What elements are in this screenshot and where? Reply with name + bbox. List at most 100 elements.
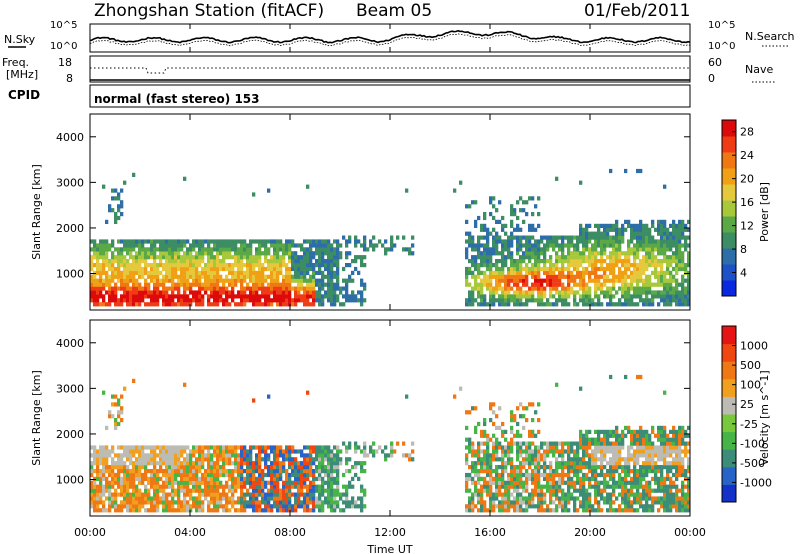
velocity-cell <box>126 445 130 450</box>
power-cell <box>579 235 583 240</box>
colorbar-tick-label: 4 <box>740 267 747 280</box>
velocity-cell <box>570 449 574 454</box>
power-cell <box>252 278 256 283</box>
velocity-cell <box>318 461 322 466</box>
power-cell <box>222 298 226 303</box>
power-cell <box>330 259 334 264</box>
power-cell <box>282 282 286 287</box>
velocity-cell <box>246 500 250 505</box>
power-cell <box>489 231 493 236</box>
power-cell <box>477 266 481 272</box>
power-cell <box>279 259 283 264</box>
power-cell <box>267 251 271 256</box>
power-cell <box>126 290 130 295</box>
power-cell <box>495 274 499 279</box>
power-cell <box>663 219 667 224</box>
velocity-cell <box>633 476 637 481</box>
velocity-cell <box>315 453 319 458</box>
velocity-cell <box>273 484 277 489</box>
power-cell <box>528 235 532 240</box>
velocity-cell <box>258 484 262 489</box>
velocity-cell <box>222 488 226 493</box>
power-cell <box>261 294 265 299</box>
power-cell <box>669 298 673 303</box>
power-cell <box>645 231 649 236</box>
velocity-cell <box>519 465 523 470</box>
power-cell <box>486 247 490 252</box>
power-cell <box>90 282 94 287</box>
velocity-cell <box>525 469 529 474</box>
power-cell <box>531 251 535 256</box>
velocity-cell <box>369 449 373 454</box>
power-cell <box>597 282 601 287</box>
velocity-cell <box>213 465 217 470</box>
power-cell <box>513 266 517 272</box>
velocity-cell <box>537 457 541 462</box>
velocity-cell <box>612 441 616 446</box>
power-cell <box>276 286 280 291</box>
velocity-cell <box>144 488 148 493</box>
velocity-cell <box>147 496 151 501</box>
power-cell <box>237 266 241 272</box>
velocity-cell <box>504 469 508 474</box>
velocity-cell <box>303 465 307 470</box>
velocity-cell <box>183 469 187 474</box>
velocity-cell <box>258 465 262 470</box>
velocity-cell <box>519 508 523 513</box>
velocity-cell <box>573 496 577 501</box>
velocity-cell <box>597 465 601 470</box>
nave-tick-top: 60 <box>708 56 722 69</box>
velocity-cell <box>216 500 220 505</box>
velocity-cell <box>129 480 133 485</box>
velocity-cell <box>237 480 241 485</box>
power-cell <box>285 270 289 275</box>
power-cell <box>189 263 193 268</box>
velocity-cell <box>531 496 535 501</box>
velocity-cell <box>573 465 577 470</box>
velocity-cell <box>507 484 511 489</box>
velocity-cell <box>576 472 580 478</box>
power-cell <box>681 278 685 283</box>
range-tick-label: 2000 <box>56 222 84 235</box>
power-cell <box>600 302 604 307</box>
power-cell <box>612 270 616 275</box>
velocity-cell <box>606 433 610 438</box>
velocity-cell <box>93 492 97 497</box>
power-cell <box>114 298 118 303</box>
velocity-cell <box>258 508 262 513</box>
velocity-cell <box>483 465 487 470</box>
velocity-cell <box>600 441 604 446</box>
velocity-cell <box>477 480 481 485</box>
power-cell <box>543 259 547 264</box>
power-cell <box>123 278 127 283</box>
power-cell <box>507 274 511 279</box>
velocity-cell <box>633 465 637 470</box>
power-cell <box>219 243 223 248</box>
power-cell <box>153 282 157 287</box>
power-cell <box>672 255 676 260</box>
power-cell <box>633 286 637 291</box>
velocity-cell <box>207 480 211 485</box>
velocity-cell <box>363 449 367 454</box>
power-cell <box>513 208 517 213</box>
velocity-cell <box>273 472 277 478</box>
velocity-cell <box>483 508 487 513</box>
velocity-cell <box>618 449 622 454</box>
velocity-cell <box>309 465 313 470</box>
velocity-cell <box>375 449 379 454</box>
power-cell <box>291 255 295 260</box>
power-cell <box>645 223 649 228</box>
power-cell <box>525 263 529 268</box>
velocity-cell <box>114 492 118 497</box>
power-cell <box>573 274 577 279</box>
power-cell <box>249 290 253 295</box>
velocity-cell <box>264 461 268 466</box>
velocity-cell <box>522 508 526 513</box>
power-cell <box>639 290 643 295</box>
velocity-cell <box>606 496 610 501</box>
power-cell <box>669 294 673 299</box>
power-cell <box>273 266 277 272</box>
power-cell <box>621 235 625 240</box>
velocity-cell <box>174 457 178 462</box>
